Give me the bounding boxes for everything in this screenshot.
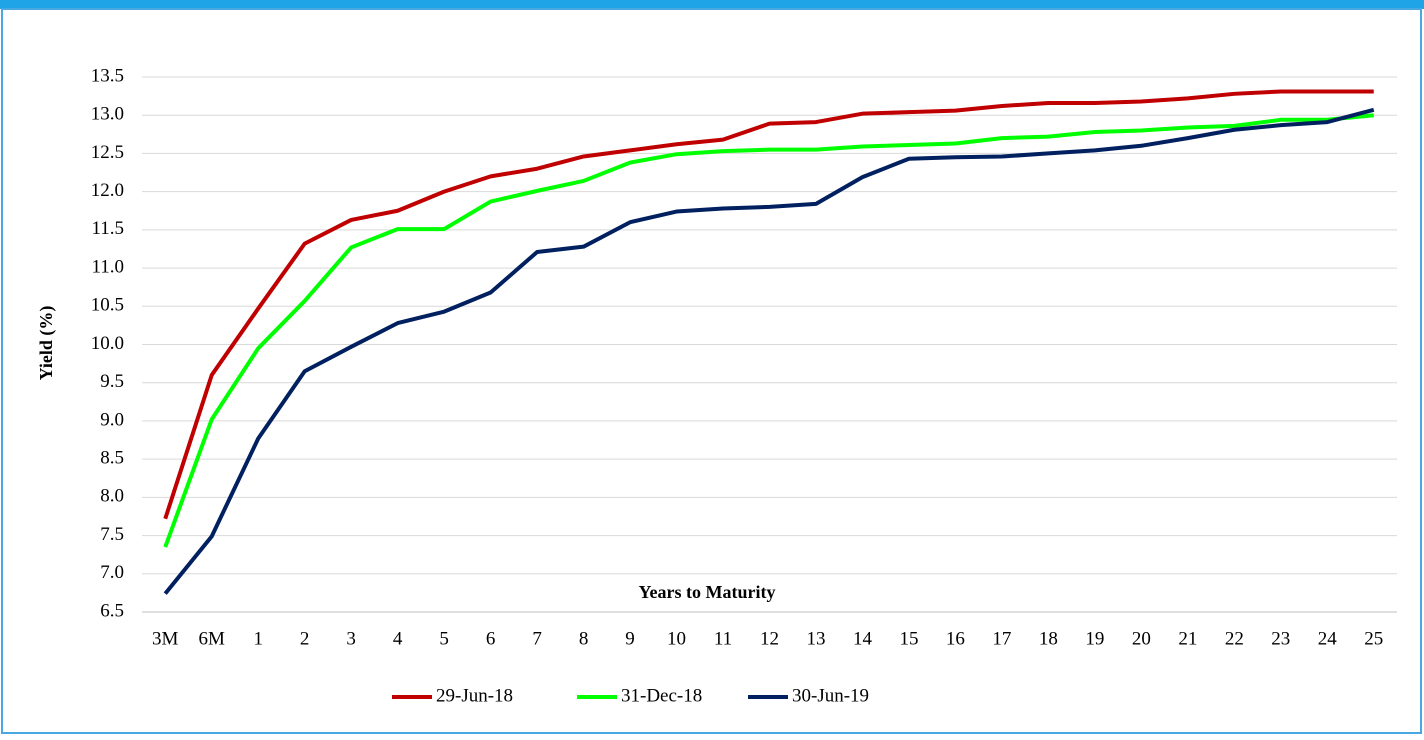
x-tick-label: 17 — [992, 628, 1011, 649]
y-tick-label: 11.5 — [91, 218, 124, 239]
top-bar — [0, 0, 1424, 9]
y-tick-label: 12.0 — [91, 180, 124, 201]
line-series — [163, 89, 1374, 520]
x-tick-label: 22 — [1225, 628, 1244, 649]
x-tick-label: 8 — [579, 628, 589, 649]
x-tick-label: 7 — [532, 628, 542, 649]
x-tick-label: 9 — [625, 628, 635, 649]
x-tick-label: 1 — [253, 628, 263, 649]
x-tick-label: 15 — [899, 628, 918, 649]
x-tick-label: 3M — [152, 628, 179, 649]
y-tick-label: 8.5 — [100, 448, 124, 469]
y-tick-label: 11.0 — [91, 256, 124, 277]
y-tick-label: 12.5 — [91, 142, 124, 163]
x-tick-label: 19 — [1085, 628, 1104, 649]
x-tick-label: 5 — [439, 628, 449, 649]
x-tick-label: 24 — [1318, 628, 1338, 649]
y-tick-label: 7.5 — [100, 524, 124, 545]
x-tick-label: 6 — [486, 628, 496, 649]
x-tick-label: 21 — [1178, 628, 1197, 649]
legend-label: 29-Jun-18 — [436, 685, 513, 706]
y-tick-label: 7.0 — [100, 562, 124, 583]
legend-label: 30-Jun-19 — [792, 685, 869, 706]
y-tick-label: 13.5 — [91, 65, 124, 86]
y-tick-label: 6.5 — [100, 600, 124, 621]
x-tick-label: 23 — [1271, 628, 1290, 649]
frame — [1, 8, 1422, 734]
x-tick-label: 10 — [667, 628, 686, 649]
x-tick-label: 6M — [199, 628, 226, 649]
x-tick-label: 3 — [346, 628, 356, 649]
x-tick-label: 4 — [393, 628, 403, 649]
y-tick-label: 9.5 — [100, 371, 124, 392]
x-tick-label: 25 — [1364, 628, 1383, 649]
x-tick-label: 2 — [300, 628, 310, 649]
x-tick-label: 18 — [1039, 628, 1058, 649]
x-tick-label: 12 — [760, 628, 779, 649]
y-tick-label: 13.0 — [91, 104, 124, 125]
x-axis-title: Years to Maturity — [639, 582, 776, 602]
y-tick-label: 10.5 — [91, 295, 124, 316]
y-tick-label: 10.0 — [91, 333, 124, 354]
x-tick-label: 14 — [853, 628, 873, 649]
line-series — [163, 113, 1374, 548]
x-tick-label: 11 — [714, 628, 732, 649]
y-axis-title: Yield (%) — [36, 306, 57, 381]
x-tick-label: 16 — [946, 628, 965, 649]
x-tick-label: 20 — [1132, 628, 1151, 649]
y-tick-label: 8.0 — [100, 486, 124, 507]
x-tick-label: 13 — [806, 628, 825, 649]
line-series — [163, 107, 1375, 595]
legend-label: 31-Dec-18 — [621, 685, 702, 706]
y-tick-label: 9.0 — [100, 409, 124, 430]
